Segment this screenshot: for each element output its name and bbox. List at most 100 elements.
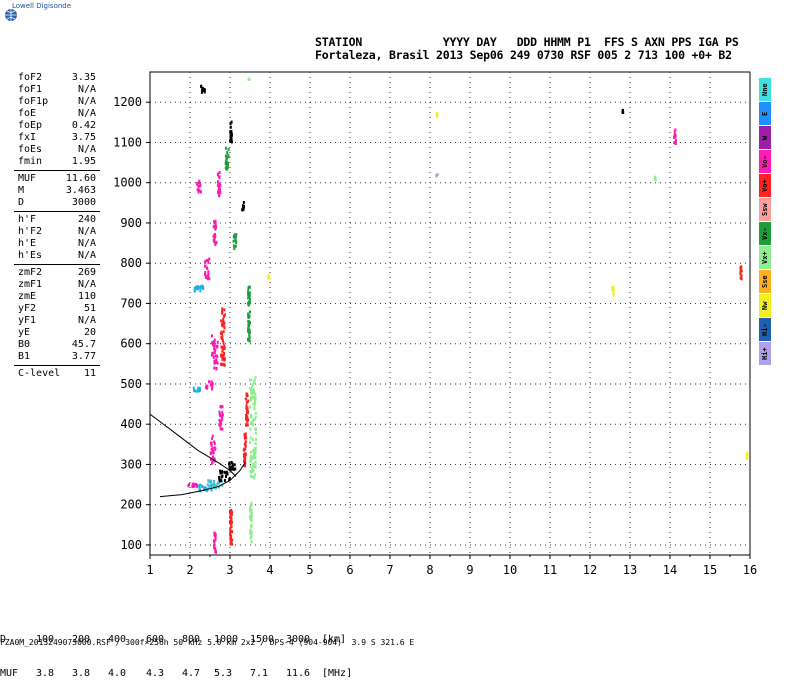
echo-mark [246, 411, 248, 414]
d-row-cell: 600 [146, 634, 165, 645]
parameter-table: foF2 3.35 foF1 N/A foF1p N/A foE N/A foEp 0.42 fxI… [0, 72, 100, 380]
parameter-value: 110 [77, 291, 96, 302]
echo-mark [251, 467, 254, 471]
echo-mark [213, 220, 216, 224]
echo-mark [222, 341, 225, 345]
echo-mark [225, 470, 228, 474]
echo-mark [206, 483, 209, 487]
echo-mark [211, 334, 213, 338]
echo-mark [219, 191, 222, 195]
echo-mark [193, 286, 196, 290]
parameter-name: yF1 [18, 315, 37, 326]
d-row-cell: 800 [182, 634, 201, 645]
echo-mark [230, 520, 233, 524]
echo-mark [230, 516, 233, 520]
echo-mark [217, 180, 219, 184]
echo-mark [230, 135, 233, 139]
file-info-footer: FZA0M_2013249073000.RSF / 300f×256h 50 k… [0, 638, 415, 647]
echo-mark [213, 532, 216, 536]
echo-mark [247, 285, 250, 289]
echo-mark [248, 294, 251, 298]
parameter-row: foE N/A [0, 108, 100, 120]
echo-mark [221, 484, 224, 487]
echo-mark [210, 443, 213, 447]
parameter-name: D [18, 197, 25, 208]
parameter-row: yF1 N/A [0, 315, 100, 327]
echo-mark [192, 386, 195, 390]
echo-mark [213, 442, 216, 446]
echo-mark [674, 128, 677, 132]
echo-mark [200, 190, 202, 194]
parameter-separator [14, 365, 100, 366]
echo-mark [243, 454, 245, 458]
echo-mark [233, 247, 236, 251]
echo-mark [245, 418, 248, 422]
legend-item-nw: Nw [759, 294, 771, 317]
echo-mark [249, 415, 252, 419]
echo-mark [249, 451, 252, 455]
echo-mark [226, 472, 229, 476]
x-tick-label: 4 [266, 563, 273, 577]
echo-mark [215, 358, 218, 362]
echo-mark [225, 158, 228, 161]
echo-mark [201, 90, 203, 94]
echo-mark [229, 515, 232, 519]
echo-mark [219, 424, 222, 428]
parameter-name: yE [18, 327, 31, 338]
echo-mark [214, 220, 217, 224]
echo-mark [229, 466, 232, 469]
muf-distance-table: D 100 200 400 600 800 1000 1500 3000 [km] MUF 3.8 3… [0, 612, 352, 691]
echo-mark [228, 520, 231, 524]
echo-mark [222, 317, 225, 321]
echo-mark [249, 532, 252, 535]
echo-mark [247, 290, 250, 294]
echo-mark [249, 474, 252, 478]
parameter-name: zmE [18, 291, 37, 302]
echo-mark [213, 544, 215, 548]
echo-mark [740, 277, 743, 281]
echo-mark [247, 320, 250, 324]
echo-mark [228, 478, 231, 482]
echo-mark [254, 465, 257, 469]
echo-mark [249, 398, 252, 402]
echo-mark [231, 511, 234, 515]
parameter-row: h'E N/A [0, 238, 100, 250]
y-tick-label: 600 [120, 337, 142, 351]
echo-mark [211, 483, 214, 487]
echo-mark [222, 353, 225, 357]
echo-mark [230, 137, 233, 141]
echo-mark [217, 182, 220, 185]
polarization-legend: Nne E W Vo- Vo+ Ssw Vx- Vx+ Sse Nw Hi- Hi+ [759, 78, 771, 366]
echo-mark [253, 407, 256, 411]
parameter-value: 3.463 [65, 185, 96, 196]
echo-mark [653, 177, 656, 181]
echo-mark [222, 347, 225, 351]
echo-mark [220, 330, 223, 334]
echo-mark [244, 432, 247, 436]
echo-mark [233, 467, 235, 471]
echo-mark [254, 431, 257, 435]
parameter-value: N/A [77, 84, 96, 95]
echo-mark [211, 382, 214, 386]
x-tick-label: 2 [186, 563, 193, 577]
d-row-cell: 100 [36, 634, 55, 645]
parameter-name: foEp [18, 120, 43, 131]
echo-mark [251, 420, 254, 424]
echo-mark [214, 550, 217, 553]
x-tick-label: 10 [503, 563, 517, 577]
echo-mark [218, 411, 221, 415]
parameter-row: fxI 3.75 [0, 132, 100, 144]
echo-mark [204, 487, 207, 491]
echo-mark [210, 383, 212, 387]
echo-mark [211, 446, 214, 450]
parameter-row: zmF1 N/A [0, 279, 100, 291]
echo-mark [252, 391, 255, 395]
echo-mark [198, 285, 201, 289]
echo-mark [243, 464, 246, 468]
echo-mark [229, 542, 232, 546]
echo-mark [436, 173, 439, 177]
echo-mark [243, 459, 246, 463]
parameter-value: N/A [77, 279, 96, 290]
echo-mark [213, 440, 216, 444]
echo-mark [673, 135, 676, 139]
